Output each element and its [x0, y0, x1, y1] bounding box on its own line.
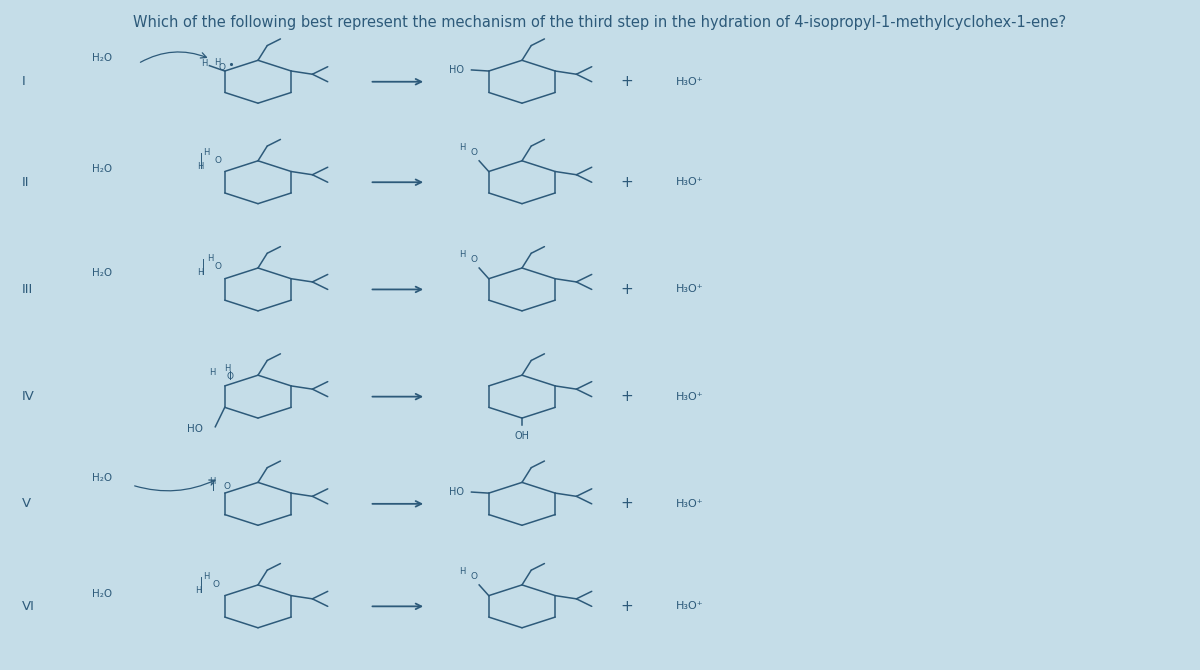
Text: H₂O: H₂O — [92, 54, 112, 63]
Text: H: H — [204, 148, 210, 157]
Text: Which of the following best represent the mechanism of the third step in the hyd: Which of the following best represent th… — [133, 15, 1067, 29]
Text: HO: HO — [187, 424, 203, 433]
Text: O: O — [470, 572, 478, 582]
Text: H₂O: H₂O — [92, 164, 112, 174]
Text: VI: VI — [22, 600, 35, 613]
Text: HO: HO — [449, 65, 463, 75]
Text: O: O — [470, 255, 478, 265]
Text: H: H — [210, 476, 216, 486]
Text: H₃O⁺: H₃O⁺ — [676, 499, 704, 509]
Text: O: O — [470, 148, 478, 157]
Text: H₂O: H₂O — [92, 474, 112, 483]
Text: H₂O: H₂O — [92, 268, 112, 277]
Text: V: V — [22, 497, 31, 511]
Text: H: H — [196, 586, 202, 595]
Text: H: H — [204, 572, 210, 582]
Text: IV: IV — [22, 390, 35, 403]
Text: O: O — [214, 262, 221, 271]
Text: O: O — [212, 580, 220, 590]
Text: I: I — [22, 75, 25, 88]
Text: +: + — [620, 282, 632, 297]
Text: OH: OH — [515, 431, 529, 442]
Text: +: + — [620, 74, 632, 89]
Text: H: H — [208, 254, 214, 263]
Text: III: III — [22, 283, 32, 296]
Text: H₂O: H₂O — [92, 590, 112, 599]
Text: II: II — [22, 176, 29, 189]
Text: H₃O⁺: H₃O⁺ — [676, 392, 704, 401]
Text: O: O — [226, 372, 233, 381]
Text: +: + — [620, 389, 632, 404]
Text: H: H — [202, 59, 208, 68]
Text: H₃O⁺: H₃O⁺ — [676, 178, 704, 187]
Text: HO: HO — [449, 487, 463, 497]
Text: H₃O⁺: H₃O⁺ — [676, 602, 704, 611]
Text: H: H — [460, 250, 466, 259]
Text: H: H — [198, 161, 204, 171]
Text: H₃O⁺: H₃O⁺ — [676, 77, 704, 86]
Text: H: H — [210, 368, 216, 377]
Text: +: + — [620, 175, 632, 190]
Text: O: O — [214, 156, 221, 165]
Text: O: O — [223, 482, 230, 491]
Text: +: + — [620, 599, 632, 614]
Text: H: H — [215, 58, 221, 68]
Text: +: + — [620, 496, 632, 511]
Text: H₃O⁺: H₃O⁺ — [676, 285, 704, 294]
Text: H: H — [198, 267, 204, 277]
Text: H: H — [224, 364, 230, 373]
Text: H: H — [460, 567, 466, 576]
Text: O: O — [218, 62, 226, 72]
Text: H: H — [460, 143, 466, 152]
